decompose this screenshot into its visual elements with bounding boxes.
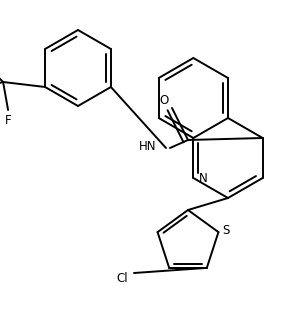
Text: F: F	[5, 114, 11, 127]
Text: S: S	[223, 224, 230, 237]
Text: N: N	[199, 171, 208, 184]
Text: HN: HN	[139, 140, 157, 153]
Text: Cl: Cl	[116, 272, 128, 285]
Text: O: O	[159, 93, 169, 107]
